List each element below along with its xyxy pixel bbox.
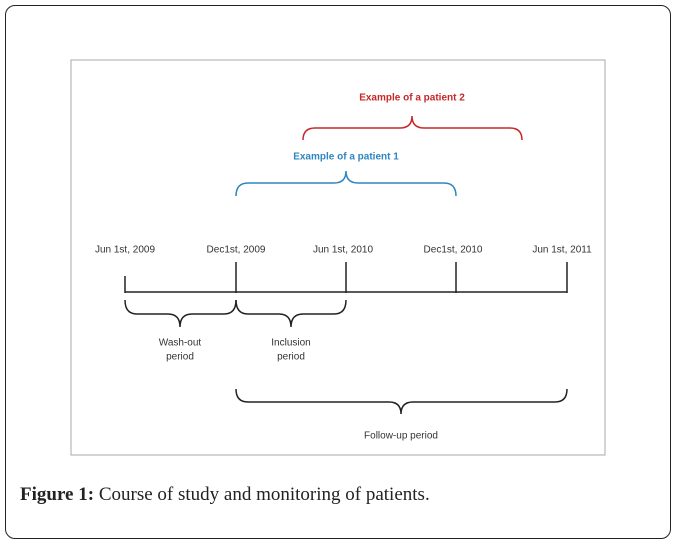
inclusion-brace — [235, 299, 347, 328]
tick-label: Jun 1st, 2009 — [95, 245, 155, 256]
period-label: period — [277, 352, 305, 363]
figure-frame — [5, 5, 671, 539]
patient-1-label: Example of a patient 1 — [293, 152, 399, 163]
caption-label: Figure 1: — [20, 484, 95, 505]
tick-label: Jun 1st, 2010 — [313, 245, 373, 256]
timeline-ticks — [124, 262, 568, 293]
followup-brace — [235, 388, 568, 415]
image-border — [70, 59, 606, 456]
patient-1-brace — [235, 170, 457, 197]
tick-label: Dec1st, 2009 — [207, 245, 266, 256]
period-label: period — [166, 352, 194, 363]
tick-label: Jun 1st, 2011 — [532, 245, 592, 256]
washout-brace — [124, 299, 237, 328]
patient-2-label: Example of a patient 2 — [359, 93, 465, 104]
period-label: Wash-out — [159, 338, 202, 349]
tick-label: Dec1st, 2010 — [424, 245, 483, 256]
caption: Figure 1: Course of study and monitoring… — [20, 484, 430, 506]
period-label: Follow-up period — [364, 431, 438, 442]
period-label: Inclusion — [271, 338, 310, 349]
patient-2-brace — [302, 115, 523, 141]
caption-text: Course of study and monitoring of patien… — [98, 484, 430, 505]
